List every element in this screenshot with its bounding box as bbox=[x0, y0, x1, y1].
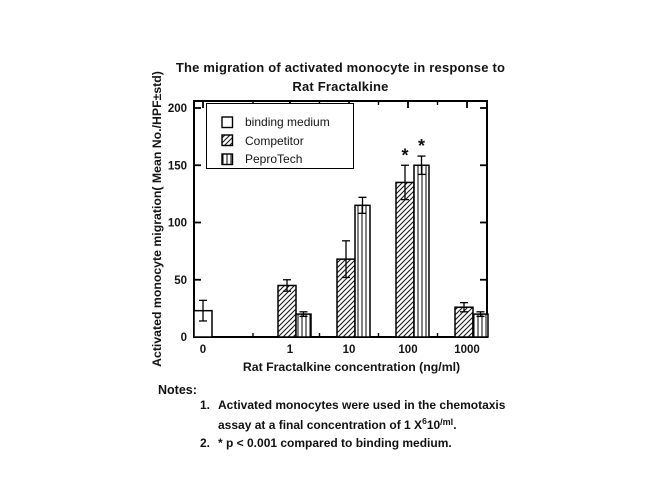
x-tick-label-100: 100 bbox=[398, 344, 417, 356]
notes-heading: Notes: bbox=[158, 383, 197, 397]
note-2-number: 2. bbox=[200, 436, 211, 450]
legend-label-binding-medium: binding medium bbox=[245, 115, 330, 130]
bar-peprotech-10 bbox=[354, 204, 371, 338]
significance-asterisk-competitor-100: * bbox=[401, 145, 408, 165]
significance-asterisk-peprotech-100: * bbox=[418, 136, 425, 156]
note-1: 1. Activated monocytes were used in the … bbox=[200, 398, 505, 412]
chart-title-line1: The migration of activated monocyte in r… bbox=[175, 60, 506, 75]
bar-competitor-1 bbox=[277, 284, 297, 338]
note-1b-superscript-6: 6 bbox=[422, 416, 427, 426]
note-2-text: * p < 0.001 compared to binding medium. bbox=[218, 436, 452, 450]
legend-label-competitor: Competitor bbox=[245, 133, 304, 148]
y-axis-label: Activated monocyte migration( Mean No./H… bbox=[150, 71, 164, 367]
x-tick-label-1: 1 bbox=[287, 344, 294, 356]
legend-item-peprotech: PeproTech bbox=[207, 150, 353, 169]
note-1-continued: assay at a final concentration of 1 X610… bbox=[218, 416, 457, 432]
note-1-text: Activated monocytes were used in the che… bbox=[218, 398, 506, 412]
note-1-number: 1. bbox=[200, 398, 211, 412]
y-tick-label-50: 50 bbox=[174, 275, 187, 287]
legend-item-binding-medium: binding medium bbox=[207, 113, 353, 132]
x-tick-label-10: 10 bbox=[343, 344, 356, 356]
legend-label-peprotech: PeproTech bbox=[245, 152, 303, 167]
bar-peprotech-1 bbox=[295, 313, 312, 338]
bar-peprotech-1000 bbox=[472, 313, 489, 338]
note-1b-per-ml: /ml bbox=[440, 417, 454, 427]
legend-item-competitor: Competitor bbox=[207, 132, 353, 151]
bar-peprotech-100 bbox=[413, 164, 430, 338]
note-1b-ten: 10 bbox=[426, 418, 441, 432]
y-tick-label-200: 200 bbox=[168, 103, 187, 115]
legend-open-square-icon bbox=[221, 116, 234, 128]
x-tick-label-1000: 1000 bbox=[454, 344, 480, 356]
x-axis-label: Rat Fractalkine concentration (ng/ml) bbox=[243, 360, 460, 374]
chart-legend: binding medium Competitor PeproTech bbox=[206, 103, 354, 169]
chart-title-line2: Rat Fractalkine bbox=[292, 79, 389, 94]
y-tick-label-150: 150 bbox=[168, 160, 187, 172]
note-1b-period: . bbox=[453, 418, 457, 432]
legend-vertical-hatch-square-icon bbox=[221, 153, 234, 165]
note-1b-pre: assay at a final concentration of 1 X bbox=[218, 418, 423, 432]
legend-diagonal-hatch-square-icon bbox=[221, 134, 234, 147]
x-tick-label-0: 0 bbox=[200, 344, 206, 356]
y-tick-label-100: 100 bbox=[168, 218, 187, 230]
bar-competitor-100 bbox=[395, 181, 415, 338]
note-2: 2. * p < 0.001 compared to binding mediu… bbox=[200, 436, 452, 450]
y-tick-label-0: 0 bbox=[181, 332, 187, 344]
